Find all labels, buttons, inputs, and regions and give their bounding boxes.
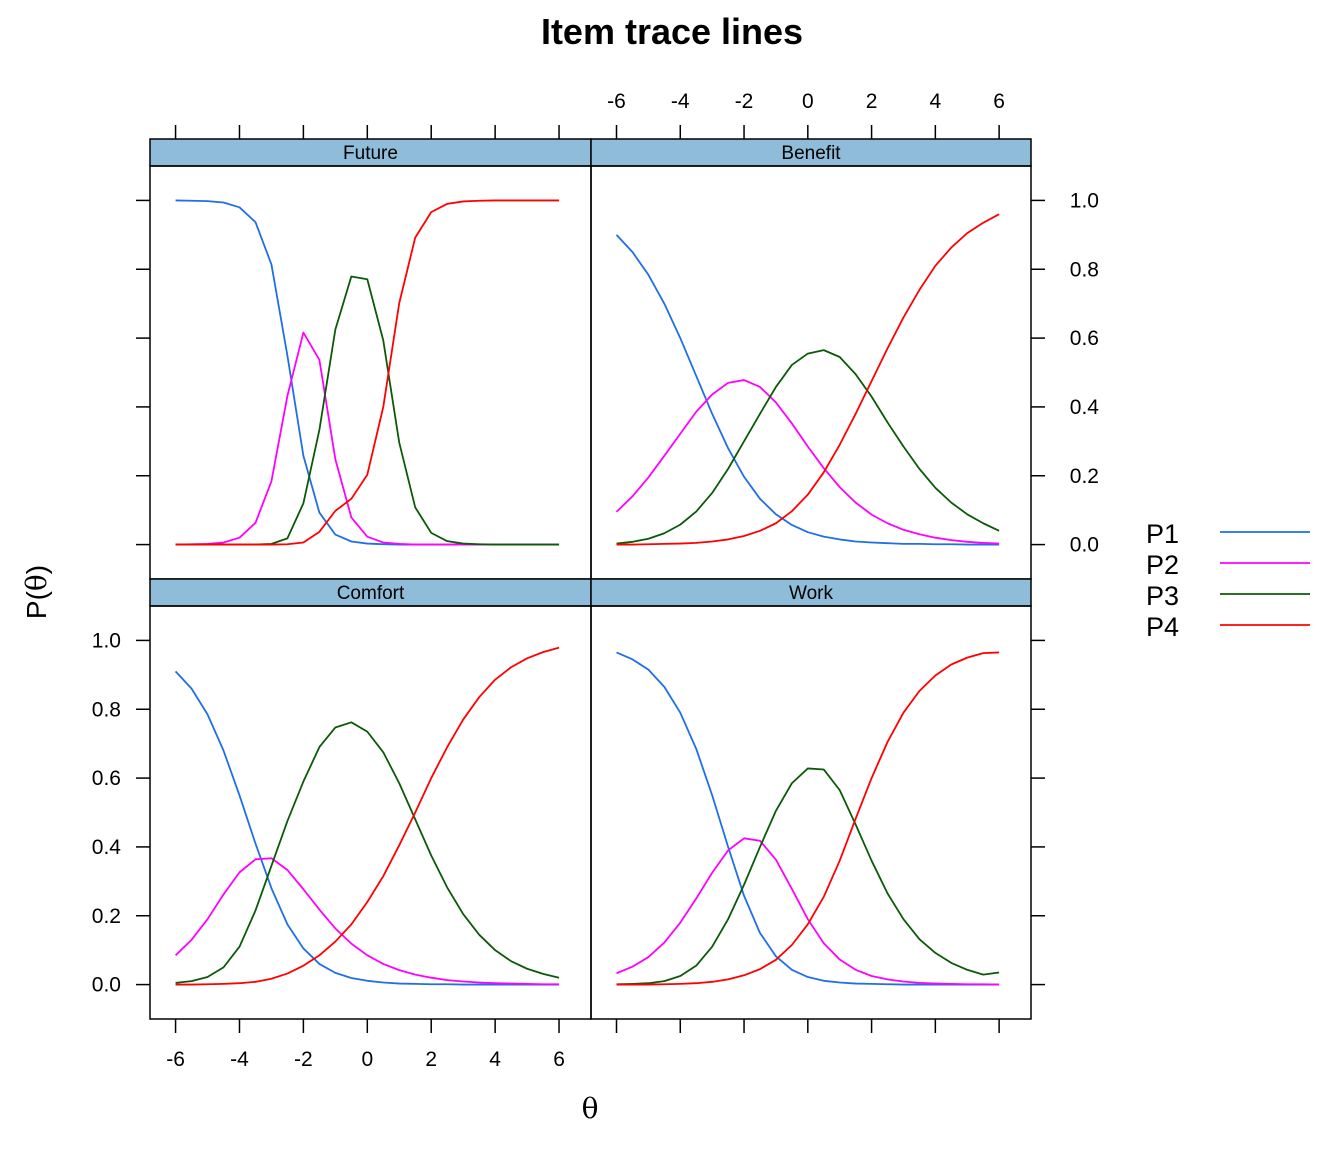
y-tick-label: 0.8 bbox=[1070, 258, 1099, 281]
series-line-p3 bbox=[616, 767, 1000, 986]
series-line-p4 bbox=[175, 199, 560, 546]
strip-label: Comfort bbox=[337, 583, 405, 604]
x-tick-label: 0 bbox=[802, 90, 814, 113]
series-line-p2 bbox=[174, 857, 560, 986]
y-axis-label: P(θ) bbox=[20, 565, 53, 619]
x-tick-label: 2 bbox=[425, 1048, 437, 1071]
x-tick-label: 2 bbox=[866, 90, 878, 113]
series-line-p1 bbox=[616, 651, 1000, 986]
x-tick-label: -2 bbox=[735, 90, 754, 113]
y-tick-label: 0.6 bbox=[1070, 327, 1099, 350]
y-tick-label: 0.8 bbox=[92, 698, 121, 721]
legend-label-p2: P2 bbox=[1146, 550, 1179, 580]
series-line-p1 bbox=[615, 234, 1000, 546]
panel-comfort: Comfort -6 -4 -2 0 2 4 6 0.0 0.2 0.4 0.6 0.8 1.0 bbox=[92, 578, 592, 1071]
x-tick-label: -6 bbox=[166, 1048, 185, 1071]
strip-comfort bbox=[149, 578, 592, 607]
y-tick-label: 0.2 bbox=[1070, 465, 1099, 488]
panel-frame bbox=[590, 165, 1032, 580]
series-line-p3 bbox=[175, 275, 560, 546]
x-tick-label: -2 bbox=[294, 1048, 313, 1071]
panel-grid: Future Benefit -6 -4 -2 0 2 4 6 0.0 0.2 0.4 0.6 0.8 1.… bbox=[92, 90, 1100, 1071]
x-tick-label: 4 bbox=[489, 1048, 501, 1071]
y-tick-label: 1.0 bbox=[1070, 189, 1099, 212]
y-tick-label: 1.0 bbox=[92, 629, 121, 652]
series-line-p4 bbox=[175, 646, 560, 986]
x-tick-label: -4 bbox=[230, 1048, 249, 1071]
legend-label-p3: P3 bbox=[1146, 581, 1179, 611]
strip-label: Future bbox=[343, 143, 398, 164]
panel-benefit: Benefit -6 -4 -2 0 2 4 6 0.0 0.2 0.4 0.6 0.8 1.0 bbox=[590, 90, 1100, 580]
x-tick-label: 6 bbox=[993, 90, 1005, 113]
series-line-p4 bbox=[616, 213, 1000, 546]
series-line-p3 bbox=[616, 349, 1000, 545]
panel-future: Future bbox=[136, 125, 592, 580]
series-line-p2 bbox=[175, 331, 560, 546]
y-tick-label: 0.4 bbox=[1070, 396, 1100, 419]
series-line-p2 bbox=[616, 837, 1000, 986]
panel-work: Work bbox=[590, 578, 1045, 1033]
strip-work bbox=[590, 578, 1032, 607]
panel-frame bbox=[149, 165, 592, 580]
x-tick-label: 6 bbox=[553, 1048, 565, 1071]
y-tick-label: 0.4 bbox=[92, 836, 122, 859]
y-tick-label: 0.0 bbox=[92, 974, 121, 997]
x-tick-label: -6 bbox=[607, 90, 626, 113]
x-tick-label: 4 bbox=[930, 90, 942, 113]
series-line-p1 bbox=[175, 199, 560, 546]
legend-label-p1: P1 bbox=[1146, 519, 1179, 549]
x-axis-label: θ bbox=[582, 1092, 599, 1125]
y-tick-label: 0.0 bbox=[1070, 534, 1099, 557]
panel-frame bbox=[590, 605, 1032, 1020]
y-tick-label: 0.2 bbox=[92, 905, 121, 928]
x-tick-label: 0 bbox=[361, 1048, 373, 1071]
series-line-p1 bbox=[174, 670, 560, 986]
series-line-p4 bbox=[616, 651, 1000, 986]
series-line-p3 bbox=[175, 721, 560, 984]
strip-future bbox=[149, 138, 592, 167]
strip-label: Work bbox=[789, 583, 833, 604]
strip-label: Benefit bbox=[781, 143, 841, 164]
chart-title: Item trace lines bbox=[541, 11, 803, 52]
y-tick-label: 0.6 bbox=[92, 767, 121, 790]
x-tick-label: -4 bbox=[671, 90, 690, 113]
series-line-p2 bbox=[615, 379, 1000, 545]
legend-label-p4: P4 bbox=[1146, 612, 1179, 642]
